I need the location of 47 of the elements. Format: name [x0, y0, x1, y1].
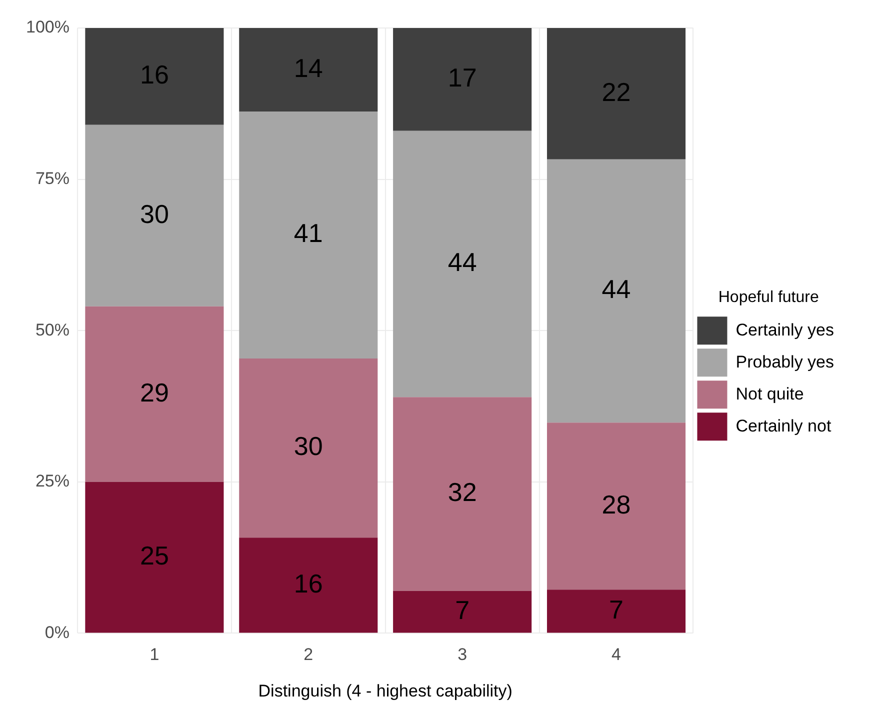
data-label: 7	[455, 594, 470, 625]
x-axis-title: Distinguish (4 - highest capability)	[258, 681, 512, 700]
bar	[546, 590, 686, 633]
y-tick-label: 25%	[35, 472, 70, 491]
data-label: 16	[140, 60, 169, 90]
bar	[239, 112, 378, 358]
data-label: 28	[602, 489, 631, 520]
bar	[239, 28, 378, 112]
bar	[239, 538, 378, 633]
data-label: 16	[294, 568, 323, 598]
x-tick-label: 3	[458, 645, 468, 664]
data-label: 29	[140, 377, 169, 408]
y-tick-label: 75%	[35, 168, 70, 188]
legend-label: Probably yes	[736, 352, 834, 372]
data-label: 44	[602, 274, 631, 304]
bar	[393, 590, 532, 633]
bar	[393, 397, 532, 591]
data-label: 30	[140, 198, 169, 229]
bar	[85, 124, 224, 306]
bar	[85, 28, 224, 125]
x-tick-label: 1	[150, 645, 160, 664]
y-tick-label: 50%	[35, 320, 70, 340]
data-label: 25	[140, 540, 169, 570]
y-tick-label: 0%	[44, 622, 70, 642]
bar	[85, 482, 224, 633]
bar	[393, 130, 532, 398]
data-label: 32	[448, 477, 477, 508]
bar	[546, 28, 686, 160]
data-label: 14	[294, 52, 323, 83]
x-tick-label: 2	[304, 645, 314, 664]
data-label: 17	[448, 62, 477, 93]
data-label: 22	[602, 76, 631, 107]
data-label: 41	[294, 218, 323, 248]
x-tick-label: 4	[612, 645, 621, 664]
data-label: 30	[294, 431, 323, 462]
bar	[85, 306, 224, 482]
data-label: 7	[609, 594, 624, 624]
y-tick-label: 100%	[26, 18, 70, 37]
bar	[393, 28, 532, 131]
bar	[239, 358, 378, 538]
bar	[546, 159, 686, 423]
bar	[546, 422, 686, 590]
legend-label: Certainly not	[736, 416, 832, 436]
legend-label: Not quite	[736, 384, 804, 404]
legend-title: Hopeful future	[718, 288, 819, 306]
data-label: 44	[448, 247, 477, 278]
legend-label: Certainly yes	[736, 320, 834, 340]
